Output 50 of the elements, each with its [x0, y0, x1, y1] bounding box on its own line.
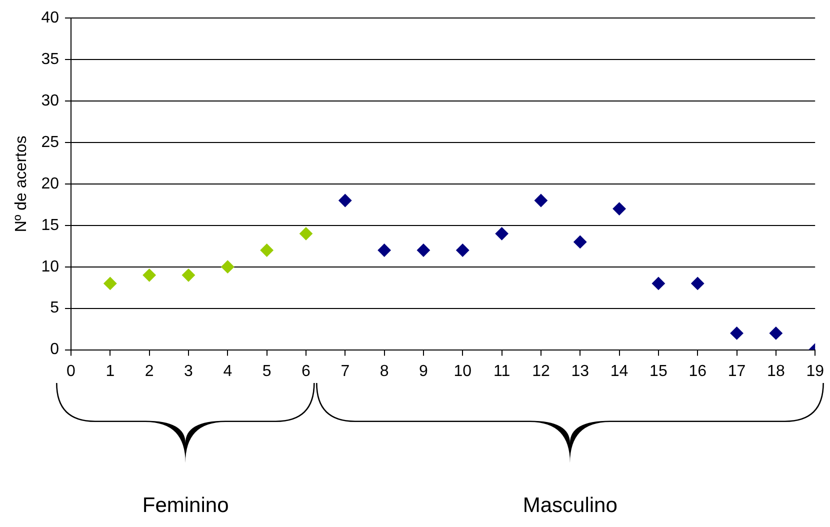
y-tick-label: 0: [50, 341, 60, 358]
x-tick-label: 8: [380, 362, 389, 380]
point: [534, 194, 548, 207]
y-axis-title: Nº de acertos: [13, 136, 30, 232]
x-tick-label: 2: [144, 362, 154, 380]
point: [730, 326, 744, 340]
y-tick-label: 40: [41, 9, 60, 26]
x-tick-label: 7: [340, 362, 350, 380]
y-tick-label: 10: [41, 258, 60, 276]
point: [378, 244, 391, 257]
y-tick-label: 20: [41, 175, 60, 192]
x-tick-label: 16: [688, 362, 707, 380]
x-tick-label: 13: [571, 362, 590, 380]
y-tick-label: 35: [41, 50, 60, 68]
x-tick-label: 15: [650, 362, 668, 380]
x-tick-label: 17: [728, 362, 746, 380]
point: [182, 268, 195, 282]
point: [299, 227, 312, 240]
y-tick-label: 15: [41, 216, 60, 234]
x-tick-label: 18: [767, 362, 785, 380]
point: [691, 276, 704, 290]
point: [612, 202, 626, 216]
x-tick-label: 0: [66, 362, 76, 380]
text: Feminino: [142, 494, 229, 518]
text: Masculino: [522, 494, 618, 518]
point: [416, 244, 430, 257]
x-tick-label: 19: [806, 362, 824, 380]
x-tick-label: 5: [262, 362, 272, 380]
x-tick-label: 4: [223, 362, 232, 380]
x-tick-label: 1: [106, 362, 115, 380]
x-tick-label: 9: [419, 362, 428, 380]
x-tick-label: 10: [454, 362, 472, 380]
point: [652, 276, 665, 290]
x-tick-label: 3: [184, 362, 194, 380]
point: [338, 194, 352, 207]
x-tick-label: 12: [532, 362, 550, 380]
y-tick-label: 5: [50, 300, 60, 317]
point: [574, 235, 587, 248]
x-tick-label: 6: [302, 362, 311, 380]
point: [769, 326, 782, 340]
point: [260, 244, 274, 257]
point: [142, 268, 156, 282]
point: [495, 227, 508, 240]
point: [221, 260, 234, 274]
point: [104, 276, 117, 290]
y-tick-label: 30: [41, 92, 60, 110]
x-tick-label: 14: [610, 362, 628, 380]
x-tick-label: 11: [493, 362, 510, 380]
point: [456, 244, 470, 257]
y-tick-label: 25: [41, 134, 60, 151]
